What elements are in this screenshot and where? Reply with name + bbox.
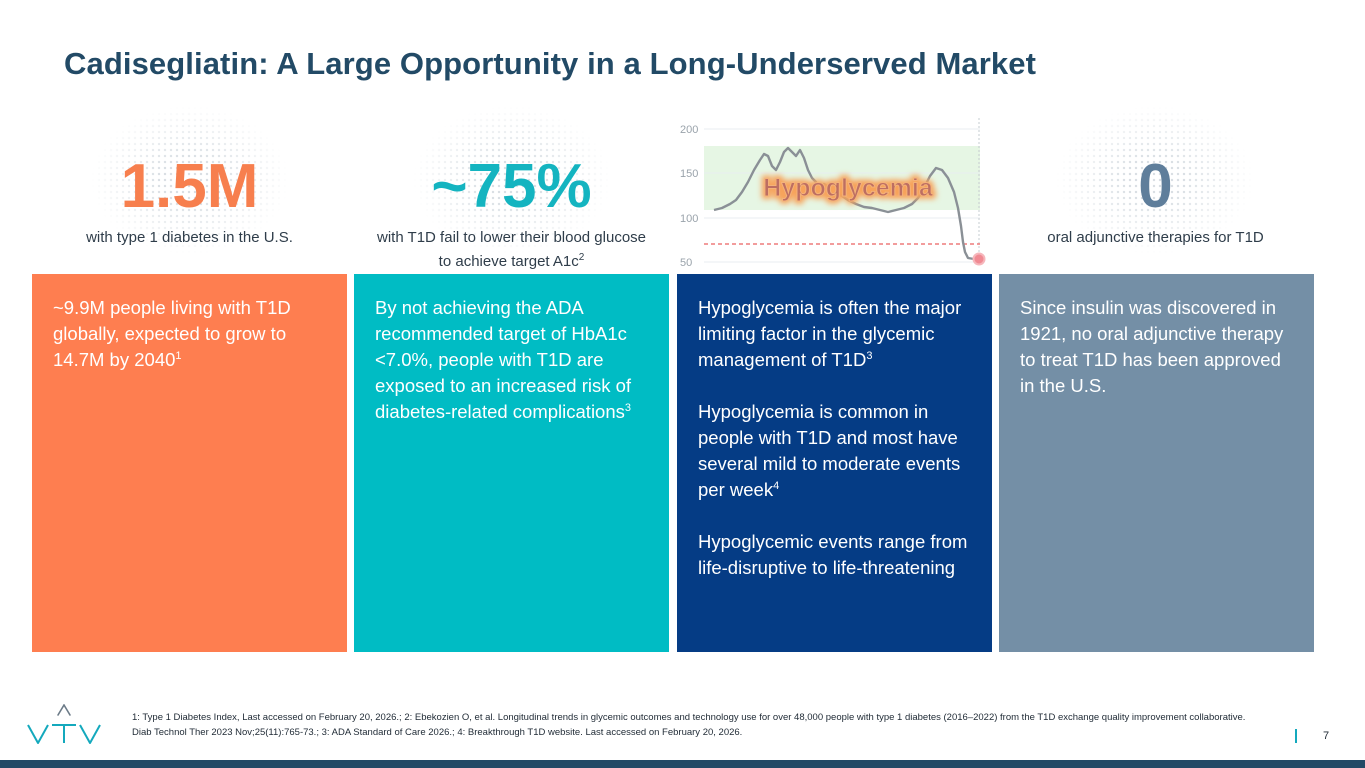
card-paragraph: Hypoglycemia is common in people with T1… xyxy=(698,399,970,503)
card-text: Hypoglycemia is common in people with T1… xyxy=(698,401,961,500)
card-a1c-risk: By not achieving the ADA recommended tar… xyxy=(354,274,669,652)
card-text: ~9.9M people living with T1D globally, e… xyxy=(53,297,291,370)
card-no-oral-therapy: Since insulin was discovered in 1921, no… xyxy=(999,274,1314,652)
card-hypoglycemia: Hypoglycemia is often the major limiting… xyxy=(677,274,992,652)
card-text: By not achieving the ADA recommended tar… xyxy=(375,297,632,422)
stat-subtitle-a1c: with T1D fail to lower their blood gluco… xyxy=(354,228,669,272)
stat-subtitle-a1c-line1: with T1D fail to lower their blood gluco… xyxy=(376,229,647,246)
hypoglycemia-label-glow: Hypoglycemia xyxy=(763,174,934,202)
dot-pattern-decoration xyxy=(412,105,612,255)
dot-pattern-decoration xyxy=(1055,105,1255,255)
dot-pattern-decoration xyxy=(90,105,290,255)
glucose-trace-chart: 200 150 100 50 Hypoglycemia Hypoglycemia xyxy=(680,118,986,269)
card-text: Hypoglycemic events range from life-disr… xyxy=(698,531,968,578)
stat-value-a1c: ~75% xyxy=(431,152,592,221)
glucose-trace-line xyxy=(713,146,975,261)
footnote-ref: 3 xyxy=(866,349,873,362)
hypoglycemia-label: Hypoglycemia xyxy=(763,174,934,202)
card-text: Hypoglycemia is often the major limiting… xyxy=(698,297,962,370)
y-tick: 100 xyxy=(680,213,698,225)
vtv-logo-icon xyxy=(27,704,101,744)
card-paragraph: Hypoglycemia is often the major limiting… xyxy=(698,295,970,373)
page-title: Cadisegliatin: A Large Opportunity in a … xyxy=(64,46,1037,81)
footnote-ref: 2 xyxy=(578,252,585,263)
bottom-bar xyxy=(0,760,1365,768)
page-number-divider xyxy=(1295,729,1297,743)
y-tick: 200 xyxy=(680,124,698,136)
y-tick: 50 xyxy=(680,257,692,269)
card-text: Since insulin was discovered in 1921, no… xyxy=(1020,297,1284,396)
stat-subtitle-oral-therapies: oral adjunctive therapies for T1D xyxy=(1047,229,1264,246)
footnote-references: 1: Type 1 Diabetes Index, Last accessed … xyxy=(132,712,1246,738)
footnote-ref: 1 xyxy=(175,349,182,362)
stat-subtitle-a1c-line2: to achieve target A1c xyxy=(438,253,579,270)
stat-subtitle-us-t1d: with type 1 diabetes in the U.S. xyxy=(86,229,293,246)
card-paragraph: Hypoglycemic events range from life-disr… xyxy=(698,529,970,581)
y-tick: 150 xyxy=(680,168,698,180)
low-glucose-point xyxy=(972,252,986,266)
footnote-ref: 3 xyxy=(624,401,632,414)
card-global-prevalence: ~9.9M people living with T1D globally, e… xyxy=(32,274,347,652)
footnote-ref: 4 xyxy=(773,479,780,492)
stat-value-us-t1d: 1.5M xyxy=(120,152,259,221)
page-number: 7 xyxy=(1323,730,1330,742)
stat-value-oral-therapies: 0 xyxy=(1138,152,1173,221)
